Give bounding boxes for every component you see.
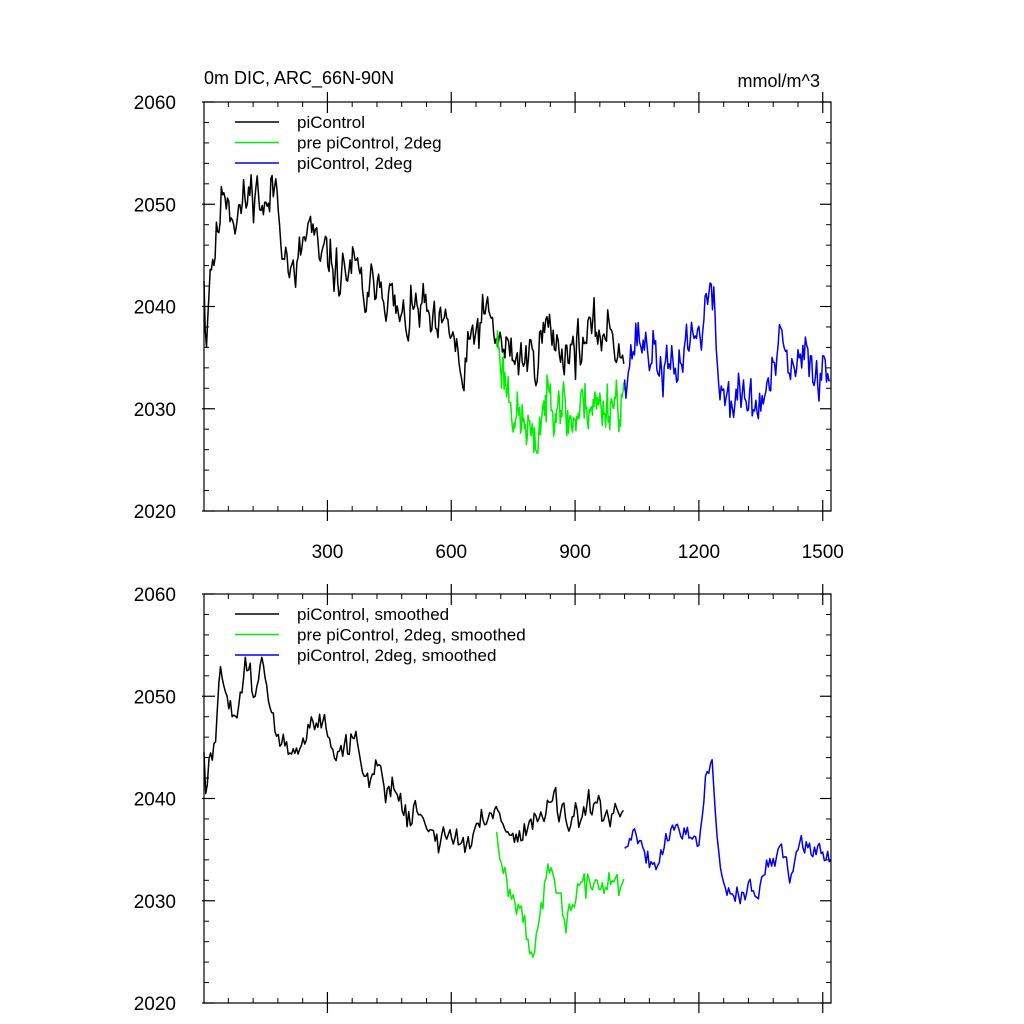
y-tick-label: 2020: [134, 502, 176, 523]
bottom-panel: 2020 2030 2040 2050 2060 piControl, smoothed p…: [134, 584, 832, 1015]
legend-label: piControl, 2deg: [297, 154, 412, 173]
y-tick-label: 2060: [134, 93, 176, 114]
x-tick-label: 300: [312, 542, 344, 563]
x-tick-label: 1200: [678, 542, 720, 563]
series-line-bottom-1: [495, 831, 625, 958]
series-line-top-0: [203, 174, 625, 392]
legend-label: pre piControl, 2deg: [297, 134, 442, 153]
legend-label: pre piControl, 2deg, smoothed: [297, 626, 526, 645]
series-line-top-1: [495, 330, 626, 455]
series-line-top-2: [623, 282, 831, 420]
y-tick-label: 2050: [134, 195, 176, 216]
y-tick-label: 2020: [134, 994, 176, 1015]
x-tick-label: 900: [559, 542, 591, 563]
x-tick-label: 1500: [802, 542, 844, 563]
x-tick-label: 600: [435, 542, 467, 563]
legend-label: piControl, smoothed: [297, 605, 449, 624]
units-label: mmol/m^3: [738, 71, 820, 91]
legend-label: piControl: [297, 113, 365, 132]
y-tick-label: 2060: [134, 585, 176, 606]
series-line-bottom-2: [624, 758, 832, 905]
y-tick-label: 2040: [134, 298, 176, 319]
series-line-bottom-0: [203, 656, 624, 854]
y-tick-label: 2030: [134, 400, 176, 421]
y-tick-label: 2050: [134, 687, 176, 708]
legend-label: piControl, 2deg, smoothed: [297, 646, 496, 665]
y-tick-label: 2030: [134, 892, 176, 913]
y-tick-label: 2040: [134, 790, 176, 811]
chart-title: 0m DIC, ARC_66N-90N: [204, 68, 394, 89]
top-panel: 2020 2030 2040 2050 2060 300 600 900 1200 1500 piC…: [134, 92, 844, 563]
